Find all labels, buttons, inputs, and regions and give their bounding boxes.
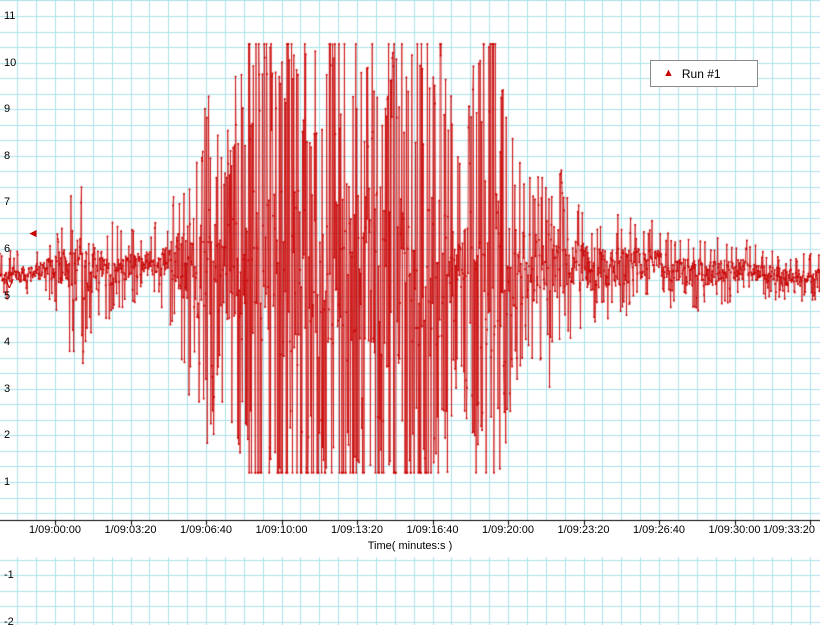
x-axis-title: Time( minutes:s ) — [367, 540, 453, 552]
y-tick-label: 1 — [4, 476, 11, 488]
y-tick-label: 2 — [4, 429, 11, 442]
x-tick-label: 1/09:23:20 — [557, 524, 610, 536]
x-tick-label: 1/09:26:40 — [633, 524, 685, 536]
level-marker-icon[interactable]: ◄ — [27, 225, 39, 240]
x-tick-label: 1/09:30:00 — [708, 524, 761, 536]
y-tick-label: 10 — [4, 56, 17, 69]
y-tick-label: 7 — [4, 196, 11, 209]
x-tick-label: 1/09:03:20 — [104, 524, 157, 536]
y-tick-label: 5 — [4, 289, 11, 302]
y-tick-label: 9 — [4, 103, 11, 116]
y-tick-label: 8 — [4, 149, 11, 162]
y-tick-label: -2 — [4, 615, 14, 625]
legend-triangle-icon: ▲ — [663, 67, 674, 79]
x-axis-tick-labels: 1/09:00:00 1/09:03:20 1/09:06:40 1/09:10:00… — [0, 524, 820, 538]
x-tick-label: 1/09:33:20 — [763, 524, 815, 536]
x-tick-label: 1/09:16:40 — [406, 524, 459, 536]
x-tick-label: 1/09:06:40 — [180, 524, 232, 536]
x-tick-label: 1/09:10:00 — [255, 524, 308, 536]
legend[interactable]: ▲ Run #1 — [650, 60, 758, 87]
y-tick-label: -1 — [4, 569, 14, 582]
y-tick-label: 4 — [4, 336, 11, 349]
x-tick-label: 1/09:00:00 — [29, 524, 81, 536]
y-tick-label: 3 — [4, 382, 11, 395]
y-tick-label: 6 — [4, 243, 11, 255]
y-tick-label: 11 — [4, 10, 16, 22]
x-tick-label: 1/09:13:20 — [331, 524, 383, 536]
legend-label: Run #1 — [681, 66, 721, 81]
y-axis-unit-label: V — [5, 276, 14, 291]
x-tick-label: 1/09:20:00 — [482, 524, 534, 536]
